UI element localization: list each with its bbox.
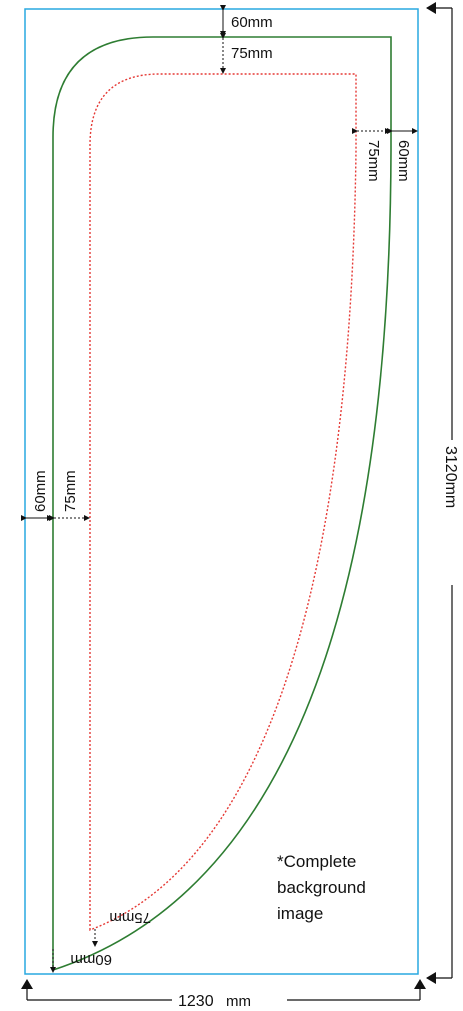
height-top-arrowhead xyxy=(426,2,436,14)
dim-top-60-label: 60mm xyxy=(231,14,273,31)
height-label: 3120mm xyxy=(442,446,459,508)
height-bottom-arrowhead xyxy=(426,972,436,984)
note-line-2: background xyxy=(277,878,366,897)
note-line-3: image xyxy=(277,904,323,923)
width-left-arrowhead xyxy=(21,979,33,989)
dim-left-60-label: 60mm xyxy=(32,470,49,512)
width-label-unit: mm xyxy=(226,993,251,1010)
dim-top-75-label: 75mm xyxy=(231,45,273,62)
cut-line xyxy=(52,36,392,972)
safe-line xyxy=(89,73,357,932)
dim-right-60-label: 60mm xyxy=(395,140,412,182)
note-line-1: *Complete xyxy=(277,852,356,871)
dim-bottom-60-label: 60mm xyxy=(70,951,112,968)
dim-right-75-label: 75mm xyxy=(365,140,382,182)
width-label-value: 1230 xyxy=(178,993,214,1010)
dim-bottom-75-label: 75mm xyxy=(109,909,151,926)
width-right-arrowhead xyxy=(414,979,426,989)
background-boundary xyxy=(24,8,419,975)
dim-left-75-label: 75mm xyxy=(62,470,79,512)
